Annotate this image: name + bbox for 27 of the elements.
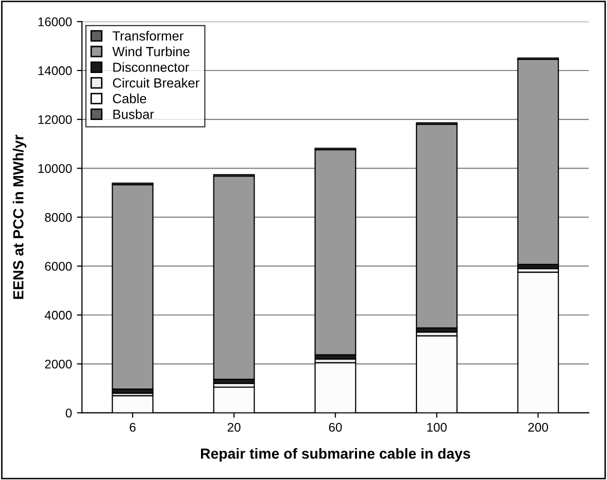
- y-tick-label: 2000: [45, 360, 72, 369]
- legend-label: Wind Turbine: [112, 46, 190, 56]
- x-tick-label: 60: [329, 422, 342, 432]
- x-tick-label: 20: [228, 422, 240, 432]
- legend-label: Transformer: [112, 30, 184, 41]
- y-tick-label: 16000: [38, 17, 72, 26]
- y-tick-label: 12000: [38, 115, 72, 124]
- y-tick-label: 6000: [45, 262, 72, 271]
- bar: [213, 176, 255, 380]
- bar: [314, 149, 356, 356]
- bar: [517, 58, 559, 265]
- y-tick-label: 10000: [38, 164, 72, 173]
- x-tick-label: 100: [427, 422, 447, 432]
- legend-label: Cable: [112, 94, 146, 104]
- y-tick-label: 4000: [44, 310, 72, 320]
- y-tick-label: 14000: [38, 66, 72, 76]
- x-tick-label: 6: [130, 422, 136, 432]
- y-tick-label: 8000: [44, 213, 72, 222]
- legend-label: Circuit Breaker: [112, 78, 200, 88]
- y-tick-label: 0: [66, 408, 72, 418]
- bar: [112, 184, 154, 390]
- x-axis-title: Repair time of submarine cable in days: [201, 448, 470, 462]
- legend-label: Disconnector: [113, 62, 190, 72]
- legend-label: Busbar: [113, 109, 154, 119]
- y-axis-title: EENS at PCC in MWh/yr: [12, 134, 26, 299]
- bar: [416, 124, 458, 329]
- x-tick-label: 200: [528, 422, 548, 432]
